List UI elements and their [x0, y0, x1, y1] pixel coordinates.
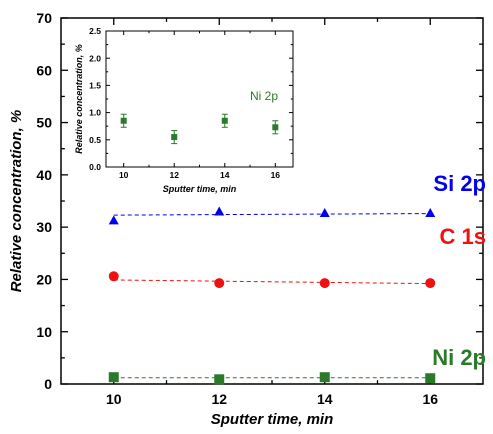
y-tick-label: 20	[36, 271, 52, 287]
plot-frame	[105, 30, 294, 168]
x-tick-label: 12	[169, 170, 179, 180]
y-tick-label: 2.5	[89, 26, 101, 36]
series-label: Ni 2p	[250, 89, 278, 103]
inset-chart: 0.0 0.5 1.0 1.5 2.0 2.5 10 12 14 16 Sputter time, …	[74, 26, 294, 194]
data-point	[108, 215, 119, 225]
data-point	[214, 278, 225, 289]
data-point	[425, 278, 436, 289]
y-tick-label: 50	[36, 115, 52, 131]
trend-line	[113, 279, 431, 285]
data-point	[319, 208, 330, 218]
data-point	[108, 372, 119, 383]
y-tick-label: 40	[36, 167, 52, 183]
x-tick-label: 14	[317, 391, 333, 407]
x-tick-label: 12	[211, 391, 227, 407]
y-tick-label: 1.5	[89, 80, 101, 90]
y-tick-label: 60	[36, 62, 52, 78]
y-tick-label: 10	[36, 324, 52, 340]
trend-line	[113, 213, 431, 216]
series-label: C 1s	[440, 224, 486, 249]
y-tick-label: 0.5	[89, 135, 101, 145]
data-point	[214, 374, 225, 385]
data-point	[272, 124, 279, 131]
x-axis-title: Sputter time, min	[211, 411, 334, 428]
data-point	[120, 117, 127, 124]
data-point	[319, 372, 330, 383]
y-axis-title: Relative concentration, %	[8, 110, 25, 293]
data-point	[425, 373, 436, 384]
y-tick-label: 0.0	[89, 162, 101, 172]
y-tick-label: 1.0	[89, 108, 101, 118]
data-point	[221, 117, 228, 124]
y-tick-label: 30	[36, 219, 52, 235]
y-axis-title: Relative concentration, %	[74, 44, 84, 154]
y-tick-label: 70	[36, 10, 52, 26]
x-tick-label: 14	[220, 170, 230, 180]
y-tick-label: 2.0	[89, 53, 101, 63]
x-tick-label: 10	[106, 391, 122, 407]
data-point	[319, 278, 330, 289]
series-label: Ni 2p	[432, 345, 486, 370]
series-label: Si 2p	[433, 171, 486, 196]
data-point	[425, 208, 436, 218]
x-tick-label: 10	[119, 170, 129, 180]
x-tick-label: 16	[271, 170, 281, 180]
data-point	[108, 271, 119, 282]
y-tick-label: 0	[44, 376, 52, 392]
x-axis-title: Sputter time, min	[163, 184, 237, 194]
x-tick-label: 16	[422, 391, 438, 407]
data-point	[214, 206, 225, 216]
data-point	[171, 134, 178, 141]
